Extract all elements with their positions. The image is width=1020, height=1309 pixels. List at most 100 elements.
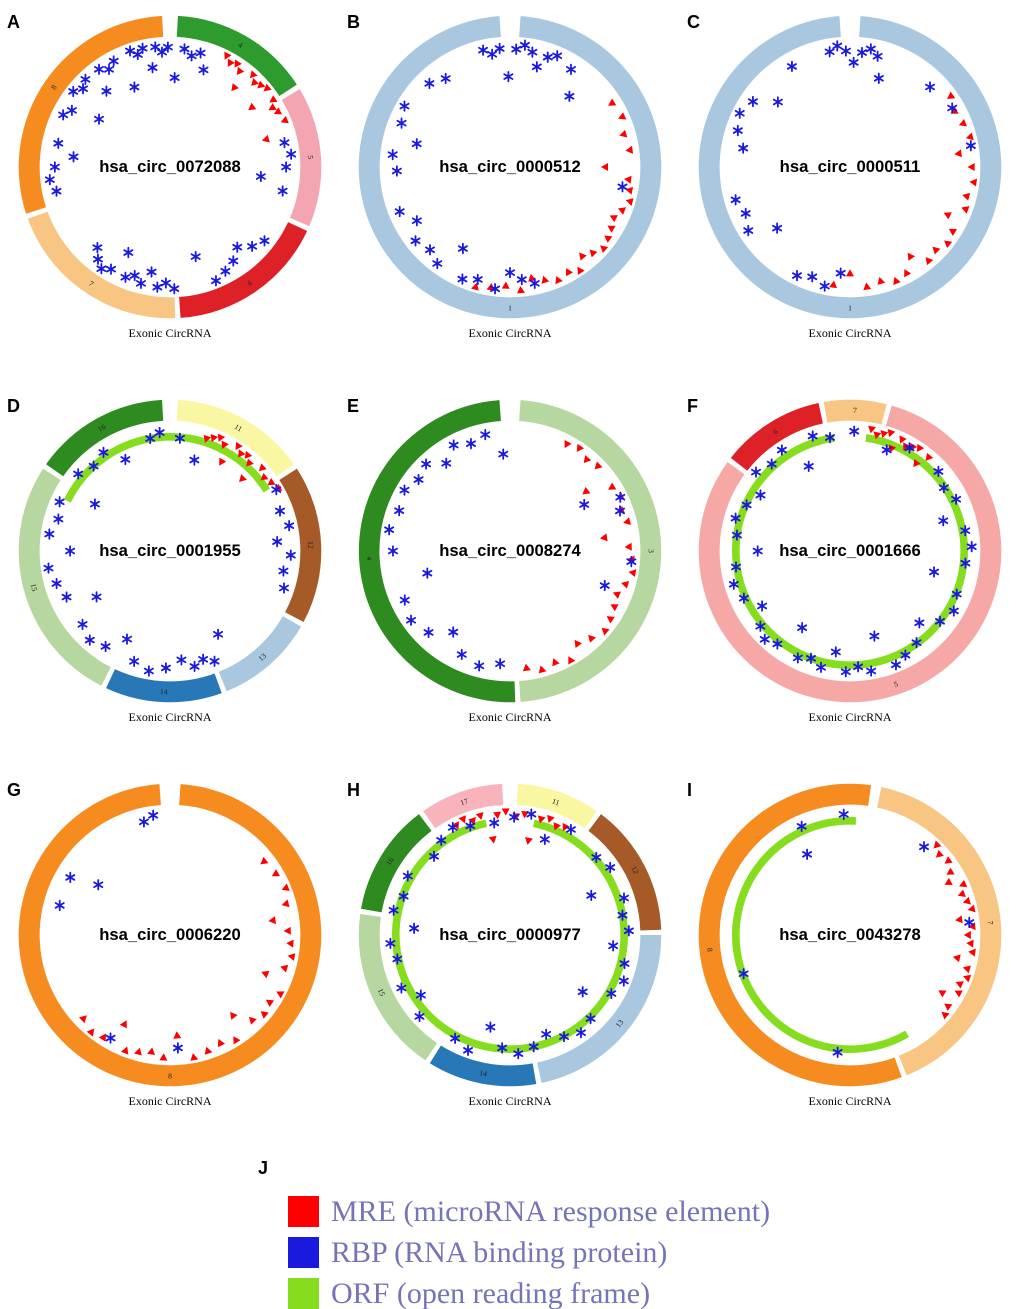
panel-caption: Exonic CircRNA [128,1094,212,1108]
rbp-marker [948,605,959,617]
rbp-marker [565,63,576,76]
segment-number: 13 [257,651,269,663]
segment-number: 7 [87,279,95,289]
rbp-marker [489,817,500,829]
ring-segment [429,1045,537,1087]
mre-marker [553,822,561,831]
circ-panel: F 5 6 7 hsa_circ_0001666 Exonic CircRNA [680,384,1020,768]
mre-marker [967,904,976,913]
rbp-marker [531,61,542,73]
rbp-marker [848,56,859,69]
mre-marker [173,1031,182,1039]
rbp-marker [44,173,55,186]
circ-plot: 11 12 13 14 15 16 17 hsa_circ_0000977 [358,783,662,1087]
rbp-marker [803,460,814,472]
mre-marker [568,656,576,665]
panel-caption: Exonic CircRNA [808,326,892,340]
rbp-marker [487,48,498,60]
mre-marker [624,175,632,184]
circ-title: hsa_circ_0000977 [439,925,581,944]
mre-marker [880,430,889,439]
rbp-marker [869,630,880,642]
rbp-marker [772,638,783,650]
rbp-marker [394,205,405,218]
rbp-marker [61,591,72,603]
mre-marker [537,815,546,824]
rbp-marker [465,438,476,450]
rbp-marker [247,240,258,253]
mre-marker [268,103,277,111]
rbp-marker [385,937,396,950]
rbp-marker [865,43,876,55]
rbp-marker [490,283,501,295]
mre-marker [258,463,267,472]
ring-segment [46,399,164,477]
circ-panel: C 1 hsa_circ_0000511 Exonic CircRNA [680,0,1020,384]
rbp-marker [807,271,818,283]
rbp-marker [394,504,405,517]
rbp-marker [286,148,297,160]
rbp-marker [255,170,266,183]
rbp-marker [190,250,201,263]
circ-plot: 8 hsa_circ_0006220 [18,784,322,1087]
rbp-marker [738,142,749,154]
rbp-marker [66,104,77,117]
legend-item-orf-text: ORF (open reading frame) [331,1277,651,1309]
rbp-marker [195,47,206,59]
rbp-marker [866,665,877,677]
panel-caption: Exonic CircRNA [468,326,552,340]
mre-marker [237,449,246,458]
rbp-marker [480,428,491,441]
rbp-marker [423,626,434,639]
mre-marker [260,1011,269,1019]
rbp-marker [474,660,485,672]
rbp-marker [579,498,590,511]
rbp-marker [730,194,741,206]
rbp-marker [54,496,65,508]
legend-rows: MRE (microRNA response element) RBP (RNA… [288,1195,1020,1309]
rbp-marker [619,957,630,970]
rbp-marker [450,1032,461,1044]
rbp-marker [503,70,514,83]
rbp-marker [919,841,930,853]
rbp-marker [391,165,402,177]
ring-segment [176,15,297,96]
panel-caption: Exonic CircRNA [808,1094,892,1108]
mre-marker [608,98,617,106]
mre-marker [599,533,608,542]
mre-marker [962,896,971,905]
mre-marker [863,282,872,291]
rbp-marker [279,136,290,149]
rbp-marker [960,557,971,569]
rbp-marker [384,524,395,536]
rbp-marker [965,140,976,152]
rbp-marker [94,113,105,125]
rbp-marker [138,816,149,828]
rbp-marker [259,235,270,247]
rbp-marker [575,1027,586,1039]
mre-marker [265,999,275,1007]
rbp-marker [145,432,156,445]
rbp-marker [189,660,200,673]
mre-marker [227,58,235,67]
ring-segment [823,399,887,425]
orf-arc [392,819,628,1053]
rbp-marker [157,46,168,58]
rbp-marker [51,577,62,590]
mre-marker [621,580,630,589]
rbp-marker [409,922,420,935]
rbp-marker [415,989,426,1001]
segment-number: 16 [96,422,107,434]
rbp-marker [93,879,104,891]
rbp-marker [766,458,777,470]
rbp-marker [73,468,84,480]
rbp-marker [457,242,468,255]
rbp-marker [529,277,540,290]
mre-marker [899,435,907,444]
rbp-marker [856,46,867,59]
rbp-marker [441,457,452,469]
rbp-marker [585,1012,596,1025]
mre-marker [538,665,547,674]
rbp-marker [509,811,520,823]
